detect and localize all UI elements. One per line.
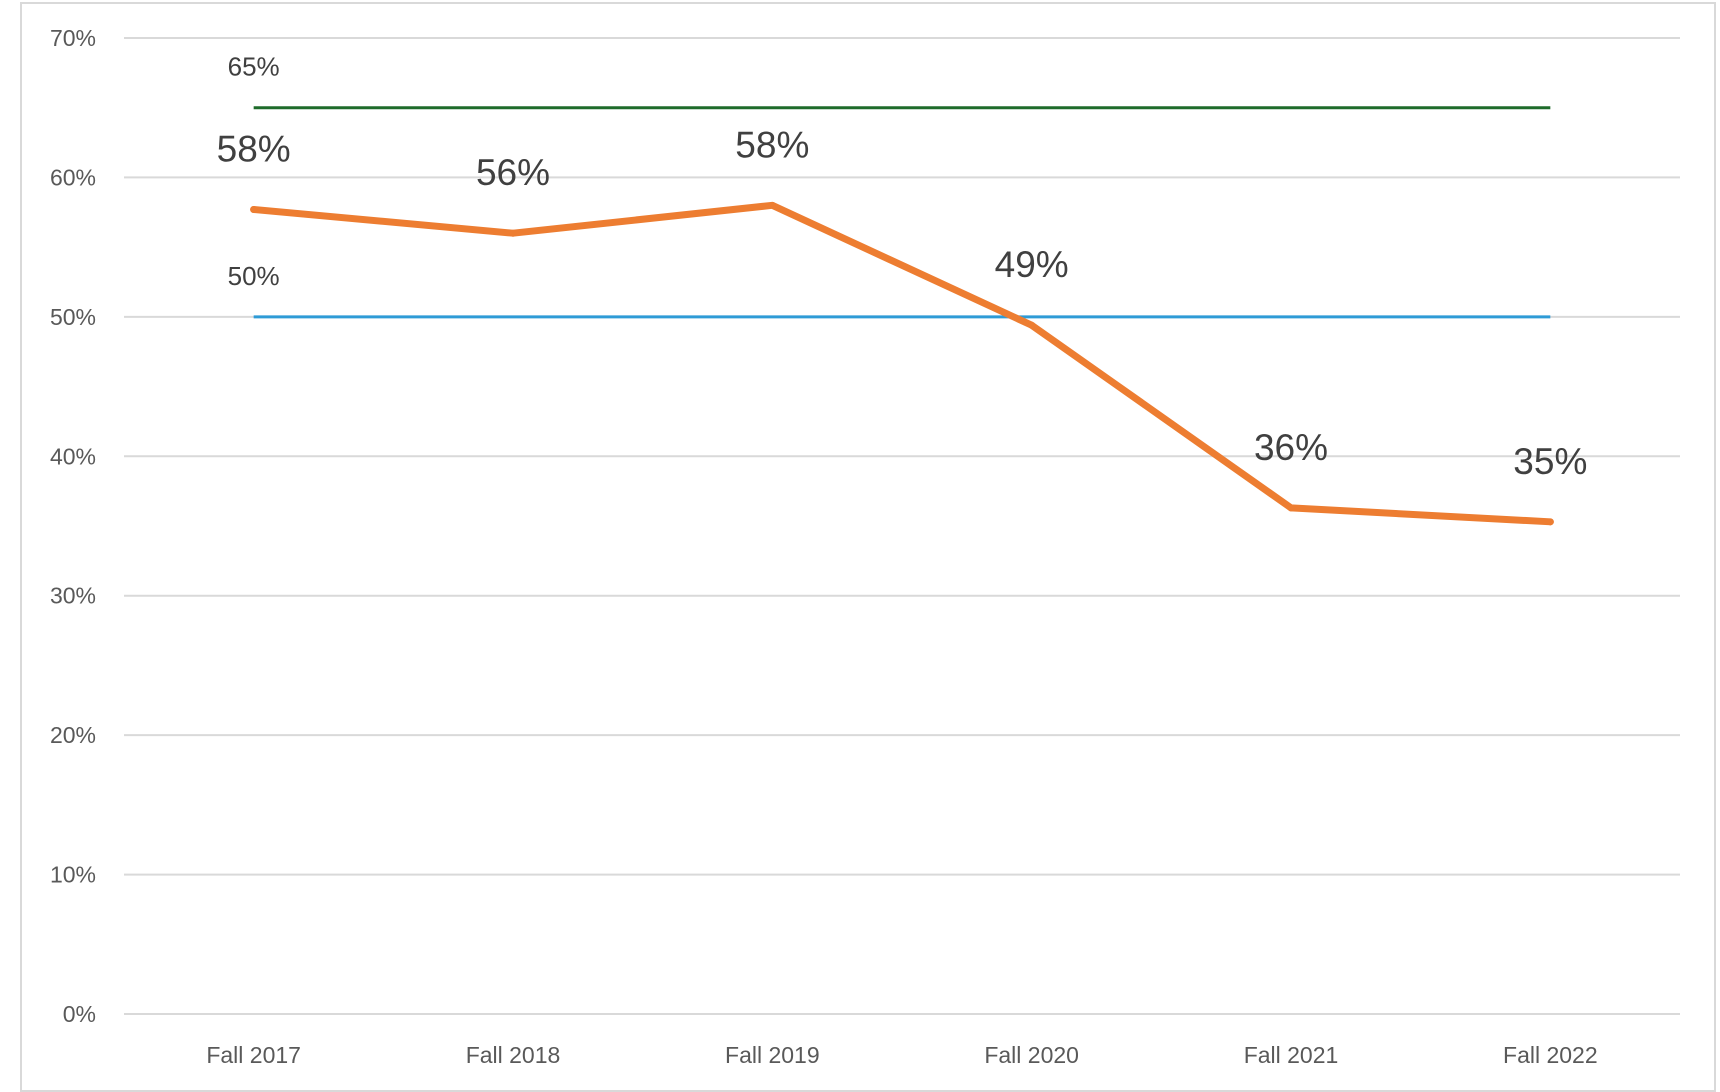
x-tick-label: Fall 2019 <box>725 1042 820 1068</box>
x-tick-label: Fall 2018 <box>466 1042 561 1068</box>
y-tick-label: 60% <box>50 164 96 190</box>
x-tick-label: Fall 2021 <box>1244 1042 1339 1068</box>
data-point <box>250 205 258 213</box>
series-line <box>250 201 1554 526</box>
x-tick-label: Fall 2017 <box>206 1042 301 1068</box>
y-tick-label: 10% <box>50 862 96 888</box>
y-tick-label: 20% <box>50 722 96 748</box>
y-tick-label: 0% <box>63 1001 96 1027</box>
y-tick-label: 70% <box>50 25 96 51</box>
data-label: 35% <box>1513 441 1587 482</box>
data-point <box>509 229 517 237</box>
y-tick-label: 50% <box>50 304 96 330</box>
data-point <box>768 201 776 209</box>
chart-frame <box>20 2 1716 1092</box>
data-label: 56% <box>476 152 550 193</box>
data-label: 58% <box>217 128 291 169</box>
y-tick-label: 40% <box>50 443 96 469</box>
data-point <box>1546 518 1554 526</box>
data-point <box>1028 321 1036 329</box>
reference-line-label: 50% <box>228 261 280 291</box>
data-label: 58% <box>735 124 809 165</box>
reference-line-label: 65% <box>228 52 280 82</box>
data-label: 49% <box>995 244 1069 285</box>
data-point <box>1287 504 1295 512</box>
x-tick-label: Fall 2020 <box>984 1042 1079 1068</box>
data-label: 36% <box>1254 427 1328 468</box>
x-tick-label: Fall 2022 <box>1503 1042 1598 1068</box>
y-tick-label: 30% <box>50 583 96 609</box>
